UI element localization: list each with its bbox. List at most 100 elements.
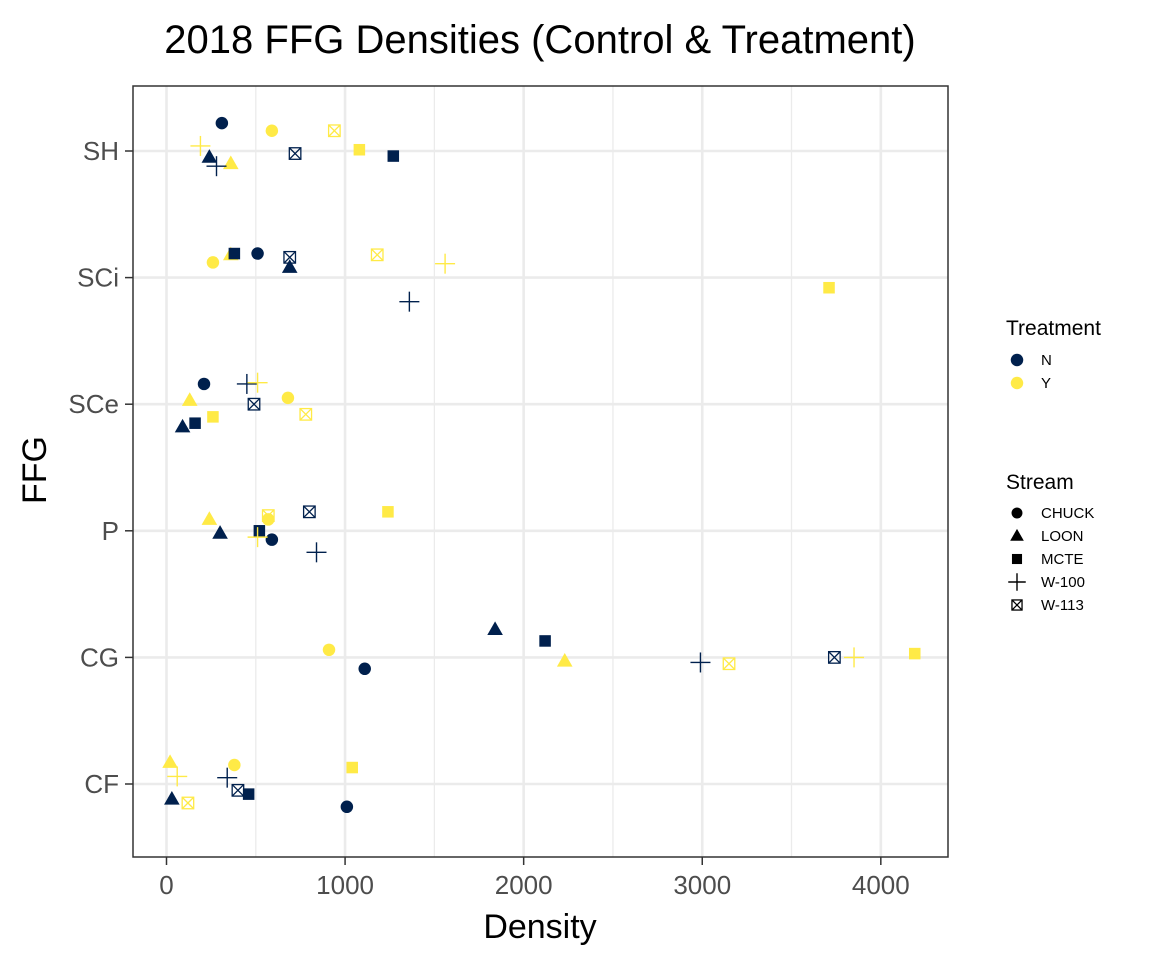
data-point-sci-chuck-y <box>206 256 220 269</box>
boxx-marker-icon <box>303 505 316 519</box>
data-point-p-loon-n <box>212 525 228 539</box>
boxx-marker-icon <box>299 407 313 421</box>
data-point-sci-mcte-n <box>228 247 241 260</box>
data-point-p-mcte-n <box>253 525 266 537</box>
y-tick-label: SCi <box>77 263 119 293</box>
boxx-marker-icon <box>262 509 275 522</box>
data-point-p-mcte-y <box>382 506 394 518</box>
data-point-p-w-100-n <box>306 542 327 563</box>
boxx-marker-icon <box>181 796 195 810</box>
data-point-sh-w-100-n <box>206 156 227 177</box>
data-point-p-w-100-y <box>247 527 268 548</box>
data-point-cg-w-113-n <box>827 650 841 664</box>
stream-legend-label: LOON <box>1041 528 1084 545</box>
triangle-marker-icon <box>174 418 191 433</box>
data-point-sce-mcte-y <box>207 411 219 423</box>
data-point-sh-loon-y <box>222 155 239 170</box>
y-tick-label: SCe <box>68 389 119 419</box>
circle-marker-icon <box>322 643 336 657</box>
data-point-cf-w-100-y <box>167 766 188 787</box>
boxx-marker-icon <box>328 124 341 137</box>
circle-marker-icon <box>206 256 220 269</box>
boxx-marker-icon <box>299 408 313 421</box>
legend: Treatment Stream NY CHUCK LOON MCTE W-100 W-1… <box>1006 317 1101 614</box>
boxx-marker-icon <box>1011 599 1023 611</box>
data-point-sci-w-100-y <box>435 253 456 274</box>
data-point-cf-mcte-y <box>346 761 358 774</box>
square-marker-icon <box>382 506 394 518</box>
data-point-sh-w-113-n <box>288 147 302 160</box>
boxx-marker-icon <box>261 509 275 523</box>
y-tick-label: CF <box>84 769 119 799</box>
data-point-sci-chuck-n <box>251 247 264 260</box>
boxx-marker-icon <box>283 250 297 264</box>
data-point-cg-loon-y <box>556 653 573 667</box>
square-marker-icon <box>346 761 358 774</box>
treatment-legend-key <box>1010 353 1024 367</box>
data-point-sce-chuck-n <box>197 377 211 391</box>
data-point-cg-mcte-y <box>908 647 921 660</box>
data-point-cf-w-100-n <box>217 767 238 788</box>
y-axis-title: FFG <box>16 436 54 504</box>
x-tick-label: 4000 <box>852 870 910 900</box>
data-point-p-w-113-y <box>261 509 275 523</box>
stream-legend-key <box>1011 553 1023 565</box>
stream-legend-label: W-113 <box>1041 597 1084 614</box>
data-point-cg-loon-n <box>487 621 503 635</box>
triangle-marker-icon <box>556 653 573 667</box>
y-tick-label: SH <box>83 136 119 166</box>
stream-legend-key <box>1010 528 1024 541</box>
data-point-cf-chuck-y <box>228 758 241 772</box>
circle-marker-icon <box>215 116 229 130</box>
square-marker-icon <box>242 788 255 800</box>
triangle-marker-icon <box>201 149 218 163</box>
treatment-legend-key <box>1010 376 1024 390</box>
data-point-cf-chuck-n <box>340 800 354 814</box>
y-tick-label: CG <box>80 642 119 672</box>
plot-background <box>133 86 948 857</box>
data-point-sce-chuck-y <box>281 391 295 405</box>
boxx-marker-icon <box>370 248 384 262</box>
stream-legend-label: W-100 <box>1041 574 1085 591</box>
data-point-cf-loon-y <box>162 754 178 768</box>
triangle-marker-icon <box>487 621 503 635</box>
data-point-cg-w-100-n <box>690 652 711 673</box>
square-marker-icon <box>539 635 551 647</box>
treatment-legend-label: Y <box>1041 375 1051 392</box>
triangle-marker-icon <box>222 155 239 170</box>
data-point-p-chuck-y <box>262 513 275 526</box>
boxx-marker-icon <box>722 657 736 670</box>
square-marker-icon <box>253 525 266 537</box>
data-point-sh-loon-n <box>201 149 218 163</box>
triangle-marker-icon <box>164 791 180 805</box>
data-point-sh-chuck-y <box>265 124 279 137</box>
stream-legend-title: Stream <box>1006 471 1074 494</box>
data-point-sci-w-100-n <box>399 291 420 312</box>
circle-marker-icon <box>1011 507 1023 519</box>
stream-legend-key <box>1011 507 1023 519</box>
triangle-marker-icon <box>212 525 228 539</box>
circle-marker-icon <box>251 247 264 260</box>
data-point-sh-chuck-n <box>215 116 229 130</box>
data-point-cf-mcte-n <box>242 788 255 800</box>
data-point-cg-w-113-y <box>722 657 736 671</box>
data-point-sh-w-100-y <box>190 135 211 156</box>
boxx-marker-icon <box>327 124 341 138</box>
circle-marker-icon <box>265 124 279 137</box>
boxx-marker-icon <box>283 251 296 264</box>
boxx-marker-icon <box>231 784 245 797</box>
data-point-p-chuck-n <box>265 533 279 546</box>
circle-marker-icon <box>340 800 354 814</box>
boxx-marker-icon <box>828 651 841 664</box>
square-marker-icon <box>823 281 835 294</box>
x-axis-title: Density <box>483 908 596 946</box>
data-point-sci-w-113-n <box>283 250 297 264</box>
square-marker-icon <box>207 411 219 423</box>
square-marker-icon <box>353 143 366 156</box>
boxx-marker-icon <box>231 783 245 797</box>
data-point-sce-loon-y <box>181 392 198 406</box>
circle-marker-icon <box>265 533 279 546</box>
data-point-sh-mcte-n <box>387 150 400 162</box>
plot-border <box>132 85 949 858</box>
